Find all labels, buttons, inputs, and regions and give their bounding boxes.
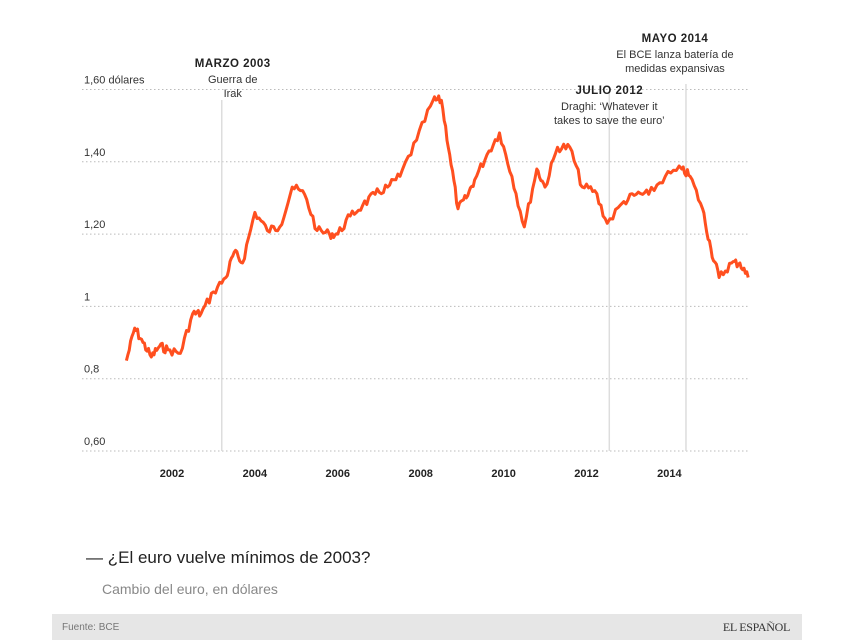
x-tick-label: 2006: [326, 468, 350, 480]
x-tick-label: 2008: [408, 468, 432, 480]
y-tick-label: 0,8: [84, 364, 99, 376]
annotation-text: Irak: [224, 88, 243, 100]
chart-title-text: ¿El euro vuelve mínimos de 2003?: [107, 548, 371, 567]
x-tick-label: 2012: [574, 468, 598, 480]
chart-subtitle: Cambio del euro, en dólares: [102, 581, 278, 597]
y-tick-label: 1,60 dólares: [84, 75, 145, 87]
y-tick-label: 1,40: [84, 147, 105, 159]
line-chart: 1,60 dólares 1,40 1,20 1 0,8 0,60 MARZO 2003 Gu…: [82, 33, 750, 480]
annotation-title: MAYO 2014: [642, 33, 709, 45]
annotation-text: takes to save the euro’: [554, 115, 665, 127]
x-tick-label: 2002: [160, 468, 184, 480]
el-espanol-logo: EL ESPAÑOL: [722, 620, 790, 634]
x-tick-label: 2004: [243, 468, 268, 480]
annotation-text: Draghi: ‘Whatever it: [561, 101, 658, 113]
annotation-title: MARZO 2003: [195, 58, 271, 70]
y-tick-label: 1,20: [84, 219, 105, 231]
annotation-text: medidas expansivas: [625, 63, 725, 75]
chart-title: — ¿El euro vuelve mínimos de 2003?: [86, 548, 371, 567]
annotation-text: El BCE lanza batería de: [616, 49, 733, 61]
y-tick-label: 1: [84, 291, 90, 303]
x-tick-label: 2010: [491, 468, 515, 480]
source-label: Fuente: BCE: [62, 622, 120, 633]
x-tick-label: 2014: [657, 468, 682, 480]
footer: Fuente: BCE EL ESPAÑOL: [52, 614, 802, 640]
series-line: [124, 94, 750, 361]
y-tick-label: 0,60: [84, 436, 105, 448]
annotation-text: Guerra de: [208, 74, 258, 86]
annotation-title: JULIO 2012: [575, 85, 643, 97]
